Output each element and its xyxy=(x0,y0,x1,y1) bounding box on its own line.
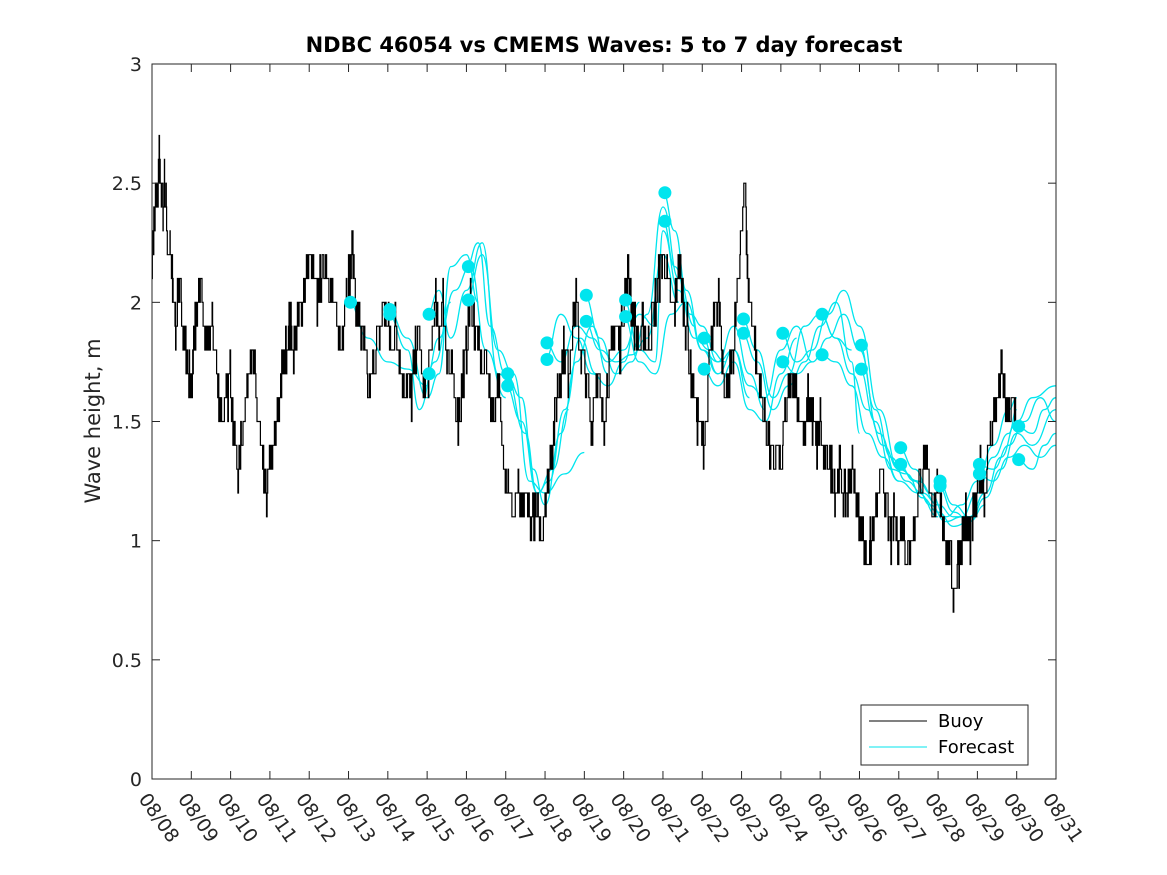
forecast-marker xyxy=(894,457,908,471)
y-tick-label: 1 xyxy=(130,531,142,553)
forecast-marker xyxy=(501,367,515,381)
forecast-marker xyxy=(894,441,908,455)
buoy-line xyxy=(151,134,1017,613)
forecast-line-run-08-19 xyxy=(583,206,696,375)
forecast-line-run-08-29 xyxy=(977,397,1057,470)
forecast-marker xyxy=(737,326,750,340)
forecast-marker xyxy=(776,355,790,369)
forecast-marker xyxy=(815,348,829,362)
y-tick-label: 3 xyxy=(130,54,142,76)
forecast-line-run-08-25 xyxy=(819,313,939,506)
forecast-line-run-08-25b xyxy=(820,354,939,518)
forecast-marker xyxy=(815,307,829,321)
forecast-marker xyxy=(579,314,593,328)
forecast-marker xyxy=(540,353,554,366)
forecast-marker xyxy=(737,312,750,326)
forecast-marker xyxy=(579,288,593,302)
forecast-marker xyxy=(933,479,947,493)
forecast-marker xyxy=(619,293,633,307)
forecast-line-run-08-24b xyxy=(780,313,900,482)
forecast-line-run-08-14b xyxy=(387,301,452,411)
y-tick-label: 0.5 xyxy=(112,650,142,672)
forecast-line-run-08-14 xyxy=(387,254,479,399)
y-axis-label: Wave height, m xyxy=(81,338,105,503)
y-tick-label: 2.5 xyxy=(112,173,142,195)
forecast-line-run-08-24 xyxy=(780,289,919,482)
forecast-marker xyxy=(697,331,711,345)
forecast-marker xyxy=(854,338,868,352)
forecast-line-run-08-30 xyxy=(1016,397,1057,435)
forecast-marker xyxy=(972,467,986,481)
forecast-marker xyxy=(461,260,475,274)
forecast-marker xyxy=(422,307,436,321)
forecast-line-run-08-18b xyxy=(544,301,641,387)
y-tick-label: 1.5 xyxy=(112,412,142,434)
forecast-line-run-08-30b xyxy=(1016,432,1057,470)
forecast-marker xyxy=(1012,419,1026,433)
forecast-line-run-08-22 xyxy=(701,325,813,399)
plot-area xyxy=(151,63,1057,780)
legend: Buoy Forecast xyxy=(860,704,1029,766)
forecast-line-run-08-22b xyxy=(702,337,797,423)
chart-title: NDBC 46054 vs CMEMS Waves: 5 to 7 day fo… xyxy=(306,33,903,57)
y-tick-label: 0 xyxy=(130,769,142,791)
forecast-marker xyxy=(658,214,672,228)
forecast-marker xyxy=(972,457,986,471)
legend-buoy-label: Buoy xyxy=(938,711,984,732)
forecast-marker xyxy=(383,307,397,321)
forecast-marker xyxy=(344,295,357,309)
y-tick-label: 2 xyxy=(130,292,142,314)
legend-box xyxy=(860,704,1029,766)
forecast-line-run-08-27 xyxy=(898,397,1017,518)
forecast-line-run-08-23b xyxy=(741,301,861,435)
forecast-marker xyxy=(697,362,711,376)
buoy-line-group xyxy=(151,134,1017,613)
forecast-marker xyxy=(1012,453,1026,467)
forecast-marker xyxy=(501,379,515,393)
forecast-line-run-08-16b xyxy=(466,254,585,494)
y-axis: 0 0.5 1 1.5 2 2.5 3 xyxy=(112,54,1056,791)
forecast-markers xyxy=(344,186,1026,493)
forecast-marker xyxy=(422,367,436,381)
forecast-marker xyxy=(619,310,633,324)
forecast-line-run-08-28b xyxy=(937,408,1057,523)
forecast-marker xyxy=(540,336,554,350)
forecast-line-run-08-28 xyxy=(937,385,1057,518)
forecast-marker xyxy=(658,186,672,200)
forecast-marker xyxy=(776,326,790,340)
forecast-line-run-08-29b xyxy=(977,444,1057,482)
forecast-marker xyxy=(461,293,475,307)
forecast-marker xyxy=(854,362,868,376)
legend-forecast-label: Forecast xyxy=(938,737,1014,758)
